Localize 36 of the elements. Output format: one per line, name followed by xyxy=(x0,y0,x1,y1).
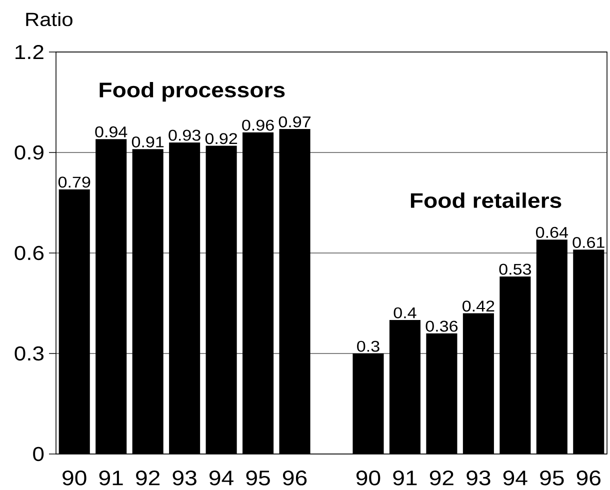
x-tick-label: 91 xyxy=(99,470,123,486)
data-label: 0.42 xyxy=(462,300,494,312)
data-label: 0.4 xyxy=(394,307,416,318)
y-tick-label: 0.6 xyxy=(14,246,44,260)
x-tick-label: 90 xyxy=(356,470,380,486)
annotation: Food processors xyxy=(100,82,285,102)
y-tick-label: 0.3 xyxy=(14,346,44,361)
data-label: 0.36 xyxy=(426,320,458,332)
annotation: Food retailers xyxy=(410,192,562,208)
x-tick-label: 90 xyxy=(62,470,86,486)
y-tick-label: 0 xyxy=(33,446,44,462)
x-tick-label: 92 xyxy=(136,470,160,486)
y-axis-title: Ratio xyxy=(26,12,72,26)
x-tick-label: 96 xyxy=(576,470,600,486)
data-label: 0.64 xyxy=(536,226,568,238)
y-tick-label: 1.2 xyxy=(16,45,44,59)
x-tick-label: 94 xyxy=(503,470,528,486)
data-label: 0.79 xyxy=(58,176,90,188)
data-label: 0.91 xyxy=(132,136,164,148)
x-tick-label: 93 xyxy=(172,470,196,486)
data-label: 0.53 xyxy=(499,264,532,275)
data-label: 0.97 xyxy=(278,116,310,128)
x-tick-label: 96 xyxy=(283,470,307,486)
x-tick-label: 95 xyxy=(540,470,564,486)
x-tick-label: 93 xyxy=(466,470,490,486)
x-tick-label: 95 xyxy=(246,470,270,486)
data-label: 0.3 xyxy=(357,340,380,352)
data-label: 0.92 xyxy=(205,133,238,144)
data-label: 0.93 xyxy=(168,130,200,141)
x-tick-label: 91 xyxy=(393,470,417,486)
data-label: 0.94 xyxy=(95,126,128,138)
y-tick-label: 0.9 xyxy=(14,145,44,160)
x-tick-label: 94 xyxy=(210,470,234,486)
data-label: 0.96 xyxy=(242,120,274,131)
x-tick-label: 92 xyxy=(430,470,454,486)
data-label: 0.61 xyxy=(572,236,604,248)
